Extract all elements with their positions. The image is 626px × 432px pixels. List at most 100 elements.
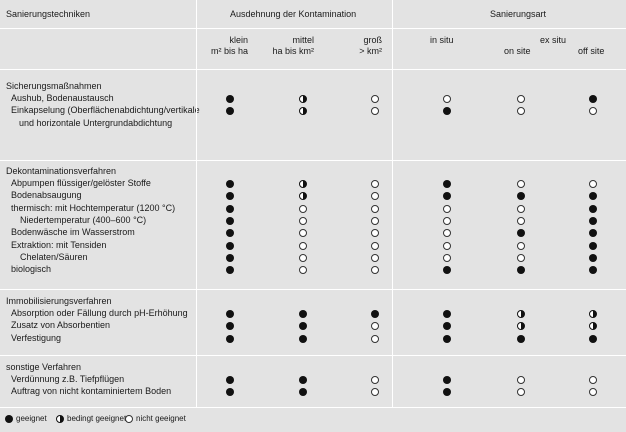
rating-gross-icon [371,376,379,384]
rating-off-site-icon [589,180,597,188]
rating-mittel-icon [299,241,307,250]
rating-klein-icon [226,107,234,116]
rating-in-situ-icon [443,241,451,250]
rating-mittel-icon [299,107,307,116]
rating-on-site-icon [517,204,525,213]
rating-mittel-icon [299,388,307,397]
rating-in-situ-icon [443,216,451,225]
rating-gross-icon [371,241,379,250]
rating-off-site-icon [589,310,597,318]
rating-in-situ-icon [443,322,451,331]
rating-gross-icon [371,216,379,225]
rating-mittel-icon [299,322,307,331]
header-on-site: on site [504,46,531,56]
table-bottom-divider [0,407,626,408]
rating-klein-icon [226,192,234,201]
rating-mittel-icon [299,192,307,201]
rating-on-site-icon [517,241,525,250]
rating-on-site-icon [517,216,525,225]
row-label: Auftrag von nicht kontaminiertem Boden [11,386,172,397]
header-extent-group: Ausdehnung der Kontamination [230,9,357,19]
rating-gross-icon [371,107,379,116]
rating-on-site-icon [517,322,525,331]
rating-off-site-icon [589,204,597,213]
section-divider [0,355,626,356]
rating-on-site-icon [517,266,525,275]
header-mittel: mittel [292,35,314,45]
rating-in-situ-icon [443,310,451,318]
header-in-situ: in situ [430,35,454,45]
rating-off-site-icon [589,216,597,225]
rating-in-situ-icon [443,266,451,275]
row-label: Zusatz von Absorbentien [11,320,111,331]
rating-mittel-icon [299,334,307,343]
row-label: Verfestigung [11,332,62,343]
header-mittel-unit: ha bis km² [272,46,314,56]
row-label-continued: und horizontale Untergrundabdichtung [19,117,173,128]
rating-mittel-icon [299,216,307,225]
rating-off-site-icon [589,241,597,250]
rating-in-situ-icon [443,229,451,238]
rating-mittel-icon [299,204,307,213]
rating-klein-icon [226,204,234,213]
rating-klein-icon [226,229,234,238]
row-label: thermisch: mit Hochtemperatur (1200 °C) [11,202,176,213]
row-label: Bodenwäsche im Wasserstrom [11,227,135,238]
section-divider [0,160,626,161]
legend-nicht: nicht geeignet [125,414,186,423]
legend-label: bedingt geeignet [67,414,127,423]
rating-gross-icon [371,266,379,275]
rating-klein-icon [226,266,234,275]
rating-on-site-icon [517,229,525,238]
row-label: Aushub, Bodenaustausch [11,93,114,103]
rating-mittel-icon [299,95,307,103]
section-title: Sicherungsmaßnahmen [6,81,102,91]
rating-in-situ-icon [443,180,451,188]
header-type-group: Sanierungsart [490,9,547,19]
section-title: sonstige Verfahren [6,362,82,372]
rating-on-site-icon [517,376,525,384]
rating-mittel-icon [299,376,307,384]
row-label: Abpumpen flüssiger/gelöster Stoffe [11,178,151,188]
header-off-site: off site [578,46,605,56]
rating-on-site-icon [517,334,525,343]
rating-klein-icon [226,216,234,225]
rating-klein-icon [226,310,234,318]
rating-gross-icon [371,204,379,213]
rating-off-site-icon [589,253,597,262]
rating-mittel-icon [299,180,307,188]
rating-mittel-icon [299,253,307,262]
rating-off-site-icon [589,388,597,397]
rating-off-site-icon [589,334,597,343]
rating-off-site-icon [589,192,597,201]
section-title: Dekontaminationsverfahren [6,166,117,176]
legend-label: geeignet [16,414,47,423]
column-divider [392,0,393,408]
rating-in-situ-icon [443,253,451,262]
rating-klein-icon [226,95,234,103]
rating-off-site-icon [589,107,597,116]
rating-in-situ-icon [443,334,451,343]
rating-gross-icon [371,253,379,262]
rating-gross-icon [371,310,379,318]
rating-on-site-icon [517,310,525,318]
row-label: Bodenabsaugung [11,190,82,201]
section-title: Immobilisierungsverfahren [6,296,112,306]
row-label: Einkapselung (Oberflächenabdichtung/vert… [11,105,200,116]
row-label: Niedertemperatur (400–600 °C) [20,214,147,225]
rating-gross-icon [371,322,379,331]
rating-klein-icon [226,253,234,262]
rating-on-site-icon [517,107,525,116]
rating-in-situ-icon [443,204,451,213]
rating-off-site-icon [589,229,597,238]
rating-in-situ-icon [443,95,451,103]
rating-mittel-icon [299,229,307,238]
row-label: Absorption oder Fällung durch pH-Erhöhun… [11,308,188,318]
section-divider [0,289,626,290]
header-divider [0,28,626,29]
legend-label: nicht geeignet [136,414,186,423]
rating-on-site-icon [517,253,525,262]
rating-gross-icon [371,95,379,103]
rating-klein-icon [226,376,234,384]
rating-gross-icon [371,229,379,238]
